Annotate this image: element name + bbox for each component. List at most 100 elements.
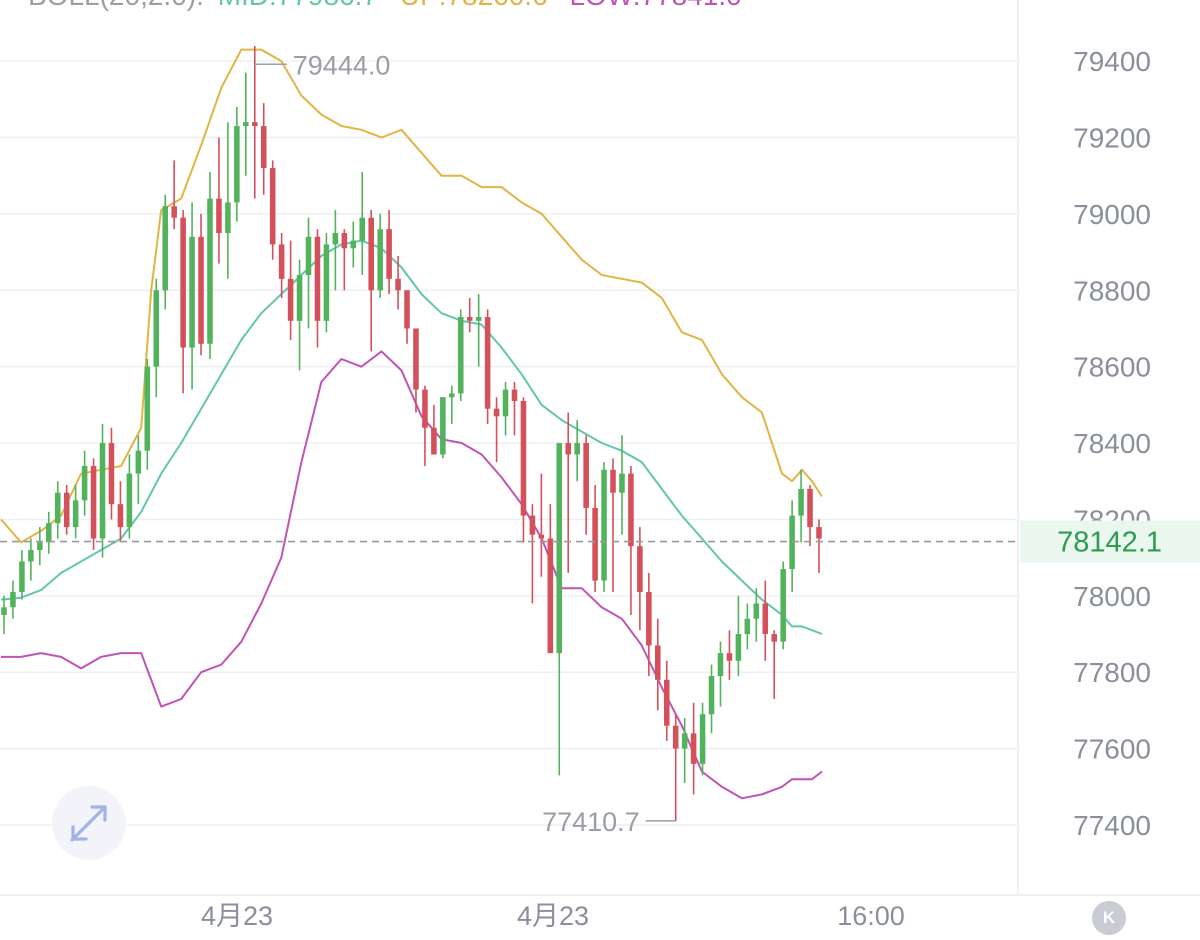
candle bbox=[601, 462, 607, 593]
candle bbox=[413, 328, 419, 413]
candle-body bbox=[72, 500, 79, 528]
expand-chart-button[interactable] bbox=[52, 786, 126, 860]
candle bbox=[655, 618, 661, 711]
candle bbox=[162, 194, 168, 310]
candle-body bbox=[153, 290, 160, 367]
candle bbox=[81, 450, 88, 516]
candle bbox=[37, 527, 43, 566]
candle-body bbox=[260, 126, 267, 169]
boll-legend-up: UP:78260.6 bbox=[400, 0, 548, 11]
candle bbox=[708, 664, 715, 734]
candle bbox=[395, 255, 401, 310]
boll-lower-line bbox=[1, 350, 823, 800]
kline-toggle-button[interactable]: K bbox=[1092, 901, 1126, 935]
candle-body bbox=[726, 653, 733, 661]
boll-upper-line bbox=[0, 48, 823, 544]
candle-body bbox=[323, 244, 330, 321]
candle bbox=[144, 359, 151, 470]
candle-body bbox=[108, 443, 115, 505]
candle bbox=[323, 232, 330, 333]
price-tick-label: 79400 bbox=[1073, 46, 1151, 77]
candle bbox=[28, 538, 34, 581]
candle-body bbox=[744, 618, 751, 635]
candle-body bbox=[99, 443, 106, 539]
candle bbox=[637, 527, 643, 631]
candle bbox=[431, 404, 437, 455]
last-price-label: 78142.1 bbox=[1057, 527, 1162, 559]
candle bbox=[46, 511, 52, 554]
candle bbox=[251, 45, 258, 199]
price-tick-label: 78400 bbox=[1073, 428, 1151, 459]
candle bbox=[126, 454, 133, 539]
price-tick-label: 77400 bbox=[1073, 810, 1151, 841]
candle-body bbox=[484, 317, 491, 409]
candle-body bbox=[789, 515, 795, 570]
candle-body bbox=[395, 278, 401, 291]
candle-body bbox=[735, 634, 742, 661]
candle bbox=[556, 443, 563, 776]
candle bbox=[368, 210, 374, 352]
candle-body bbox=[556, 443, 563, 654]
candle bbox=[690, 702, 697, 795]
candle-body bbox=[565, 443, 572, 455]
candle-body bbox=[619, 473, 625, 493]
candle-body bbox=[511, 389, 518, 402]
candle-body bbox=[350, 240, 357, 249]
candle bbox=[628, 465, 634, 615]
candle bbox=[377, 213, 383, 298]
candle-body bbox=[628, 473, 634, 547]
candle bbox=[296, 259, 303, 371]
candle-body bbox=[646, 592, 652, 646]
candle-body bbox=[198, 236, 204, 344]
candle-body bbox=[269, 168, 276, 245]
candle bbox=[225, 122, 231, 279]
candle-body bbox=[63, 492, 70, 528]
boll-legend-label: BOLL(20,2.0): bbox=[28, 0, 204, 11]
candle-body bbox=[502, 389, 509, 417]
candle-body bbox=[798, 488, 804, 516]
candle bbox=[90, 458, 97, 550]
candle-body bbox=[171, 206, 177, 218]
expand-arrows-icon bbox=[70, 805, 107, 842]
time-axis-label-3: 16:00 bbox=[837, 901, 905, 931]
candle-body bbox=[305, 236, 312, 275]
candle bbox=[592, 485, 598, 593]
candle bbox=[699, 702, 706, 776]
candle bbox=[341, 229, 348, 291]
candle bbox=[404, 290, 410, 344]
candle bbox=[243, 72, 249, 176]
candle-body bbox=[655, 645, 661, 680]
high-price-label: 79444.0 bbox=[293, 50, 391, 80]
price-tick-label: 78600 bbox=[1073, 352, 1151, 383]
price-tick-label: 77800 bbox=[1073, 657, 1151, 688]
candle bbox=[807, 485, 813, 547]
candle bbox=[108, 427, 115, 520]
candle-body bbox=[278, 244, 285, 279]
candle bbox=[780, 561, 786, 650]
boll-legend-low: LOW:77841.0 bbox=[569, 0, 741, 11]
candle bbox=[260, 103, 267, 195]
candle bbox=[619, 435, 625, 535]
price-axis: 7740077600778007800078200784007860078800… bbox=[1073, 46, 1151, 841]
candle-body bbox=[672, 725, 679, 749]
candle-body bbox=[225, 202, 231, 233]
candle-body bbox=[386, 229, 392, 279]
candle bbox=[475, 294, 482, 367]
candle-body bbox=[601, 469, 607, 581]
candle-body bbox=[243, 122, 249, 127]
candle bbox=[717, 641, 724, 707]
candle bbox=[646, 572, 652, 677]
candle-body bbox=[54, 492, 61, 524]
candle-body bbox=[520, 401, 527, 516]
candle-body bbox=[457, 317, 464, 394]
candle-body bbox=[449, 393, 455, 398]
candle bbox=[305, 217, 312, 329]
candle bbox=[1, 595, 7, 635]
candle-body bbox=[762, 603, 769, 635]
candle bbox=[681, 718, 688, 783]
candle bbox=[54, 481, 61, 539]
candles bbox=[1, 45, 822, 822]
candle-body bbox=[117, 504, 124, 528]
boll-lines bbox=[0, 48, 823, 800]
